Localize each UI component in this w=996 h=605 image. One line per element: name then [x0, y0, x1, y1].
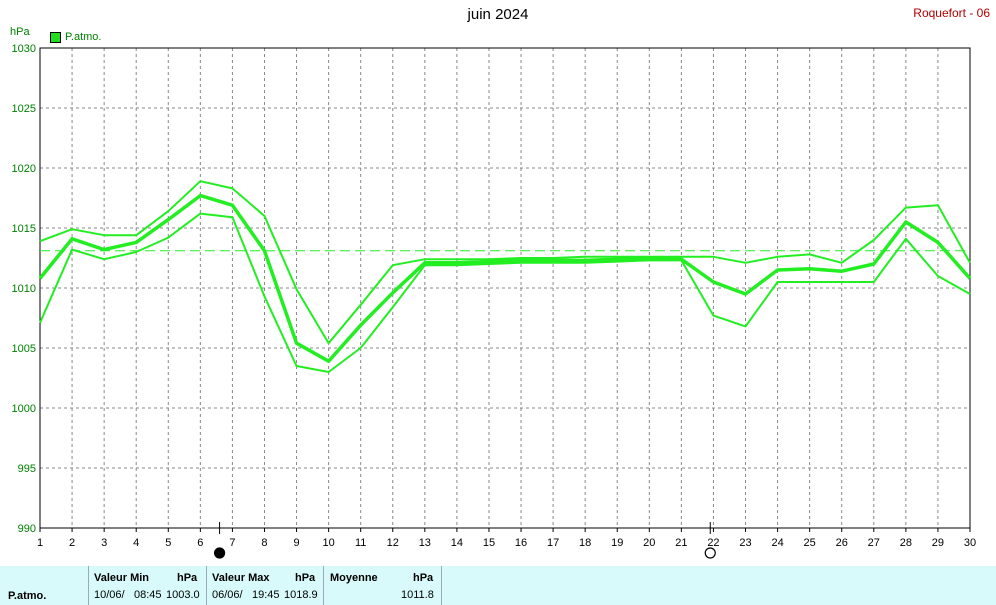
- x-tick-label: 20: [643, 537, 655, 549]
- x-tick-label: 26: [836, 537, 848, 549]
- x-tick-label: 17: [547, 537, 559, 549]
- x-tick-label: 28: [900, 537, 912, 549]
- x-tick-label: 18: [579, 537, 591, 549]
- avg-value: 1011.8: [401, 589, 434, 601]
- x-tick-label: 6: [197, 537, 203, 549]
- x-tick-label: 15: [483, 537, 495, 549]
- y-tick-label: 1030: [12, 43, 36, 55]
- x-tick-label: 19: [611, 537, 623, 549]
- moon-full-icon: [704, 547, 716, 559]
- legend-swatch: [50, 31, 61, 43]
- max-header: Valeur Max: [212, 572, 270, 584]
- y-axis-unit: hPa: [10, 26, 30, 38]
- x-tick-label: 21: [675, 537, 687, 549]
- x-tick-label: 23: [739, 537, 751, 549]
- x-tick-label: 8: [261, 537, 267, 549]
- legend-label: P.atmo.: [65, 31, 102, 43]
- x-tick-label: 14: [451, 537, 463, 549]
- avg-header: Moyenne: [330, 572, 378, 584]
- x-tick-label: 24: [771, 537, 783, 549]
- max-time: 19:45: [252, 589, 280, 601]
- x-tick-label: 16: [515, 537, 527, 549]
- min-date: 10/06/: [94, 589, 125, 601]
- x-tick-label: 1: [37, 537, 43, 549]
- series-line-min: [39, 212, 971, 373]
- y-tick-label: 1020: [12, 163, 36, 175]
- x-tick-label: 7: [229, 537, 235, 549]
- panel-divider: [441, 566, 442, 605]
- x-tick-label: 10: [322, 537, 334, 549]
- avg-unit: hPa: [413, 572, 434, 584]
- x-tick-label: 29: [932, 537, 944, 549]
- x-tick-label: 4: [133, 537, 139, 549]
- x-tick-label: 13: [419, 537, 431, 549]
- min-unit: hPa: [177, 572, 198, 584]
- max-value: 1018.9: [284, 589, 318, 601]
- y-tick-label: 995: [18, 463, 36, 475]
- x-tick-label: 9: [293, 537, 299, 549]
- y-tick-label: 1010: [12, 283, 36, 295]
- max-date: 06/06/: [212, 589, 243, 601]
- x-tick-label: 25: [804, 537, 816, 549]
- series-line-max: [39, 180, 971, 345]
- station-name: Roquefort - 06: [913, 6, 990, 20]
- x-tick-label: 30: [964, 537, 976, 549]
- legend: P.atmo.: [50, 31, 102, 43]
- y-tick-label: 1005: [12, 343, 36, 355]
- x-tick-label: 3: [101, 537, 107, 549]
- y-tick-label: 1015: [12, 223, 36, 235]
- max-unit: hPa: [295, 572, 316, 584]
- moon-new-icon: [213, 547, 226, 559]
- chart-title: juin 2024: [467, 6, 529, 23]
- x-tick-label: 2: [69, 537, 75, 549]
- x-tick-label: 5: [165, 537, 171, 549]
- panel-divider: [88, 566, 89, 605]
- x-tick-label: 12: [387, 537, 399, 549]
- y-tick-label: 1025: [12, 103, 36, 115]
- x-tick-label: 27: [868, 537, 880, 549]
- summary-panel: P.atmo. Valeur Min hPa 10/06/ 08:45 1003…: [0, 566, 996, 605]
- panel-divider: [206, 566, 207, 605]
- panel-divider: [323, 566, 324, 605]
- min-time: 08:45: [134, 589, 162, 601]
- y-tick-label: 990: [18, 523, 36, 535]
- x-tick-label: 11: [355, 537, 366, 549]
- x-tick-label: 22: [707, 537, 719, 549]
- y-tick-label: 1000: [12, 403, 36, 415]
- min-header: Valeur Min: [94, 572, 150, 584]
- series-line-mean: [38, 193, 972, 363]
- plot-frame: [39, 47, 971, 529]
- min-value: 1003.0: [166, 589, 200, 601]
- summary-row-label: P.atmo.: [8, 590, 47, 602]
